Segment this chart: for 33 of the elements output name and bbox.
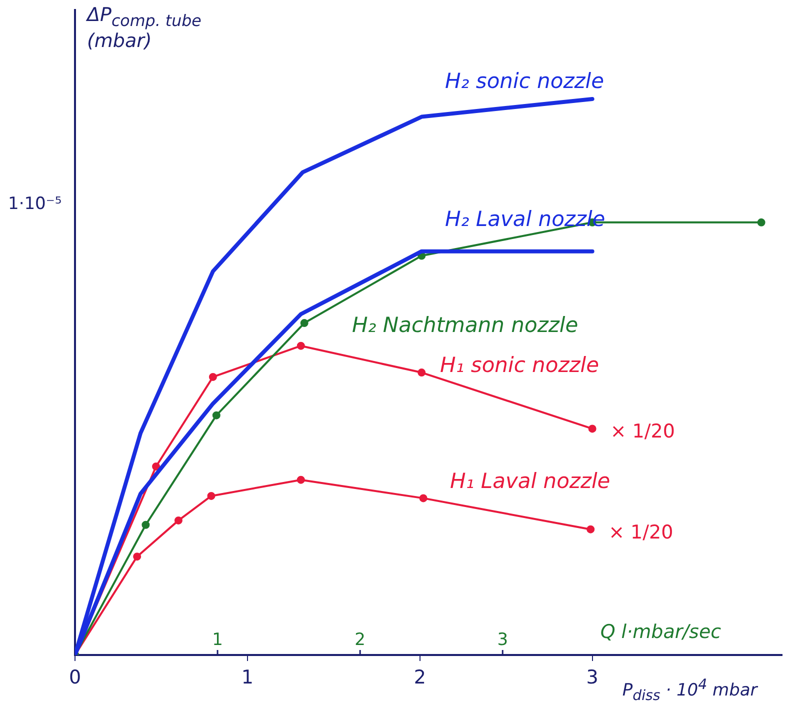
annotation: × 1/20 [608, 521, 674, 544]
series-label: H₂ sonic nozzle [445, 69, 604, 93]
series-label: H₂ Nachtmann nozzle [352, 313, 578, 337]
point [133, 552, 142, 561]
x2-tick-label: 3 [497, 630, 508, 650]
x2-tick-label: 2 [354, 630, 366, 650]
point [212, 411, 220, 420]
point [419, 494, 428, 502]
x-tick-label: 2 [414, 666, 426, 688]
point [152, 462, 160, 471]
point [757, 218, 766, 226]
x-tick-label: 3 [586, 666, 598, 688]
x-axis-title: P$_{diss}$ · 10$^{4}$ mbar [622, 677, 758, 704]
series-label: H₂ Laval nozzle [445, 207, 606, 231]
series-label: H₁ Laval nozzle [450, 469, 610, 493]
point [208, 372, 217, 381]
point [296, 476, 305, 484]
point [142, 520, 150, 529]
text: 1·10⁻⁵ [8, 194, 62, 214]
point [174, 516, 182, 524]
point [418, 368, 426, 377]
point [300, 319, 308, 328]
point [588, 424, 596, 433]
y-axis-title: ΔP$_{comp. tube}$ (mbar) [87, 4, 202, 52]
x2-tick-label: 1 [212, 630, 223, 650]
series-label: H₁ sonic nozzle [440, 353, 599, 377]
x-tick-label: 0 [68, 666, 82, 688]
point [586, 525, 595, 534]
x-tick-label: 1 [241, 666, 254, 688]
point [296, 342, 305, 350]
annotation: × 1/20 [610, 420, 675, 443]
x2-axis-title: Q l·mbar/sec [600, 621, 722, 643]
point [207, 492, 216, 500]
